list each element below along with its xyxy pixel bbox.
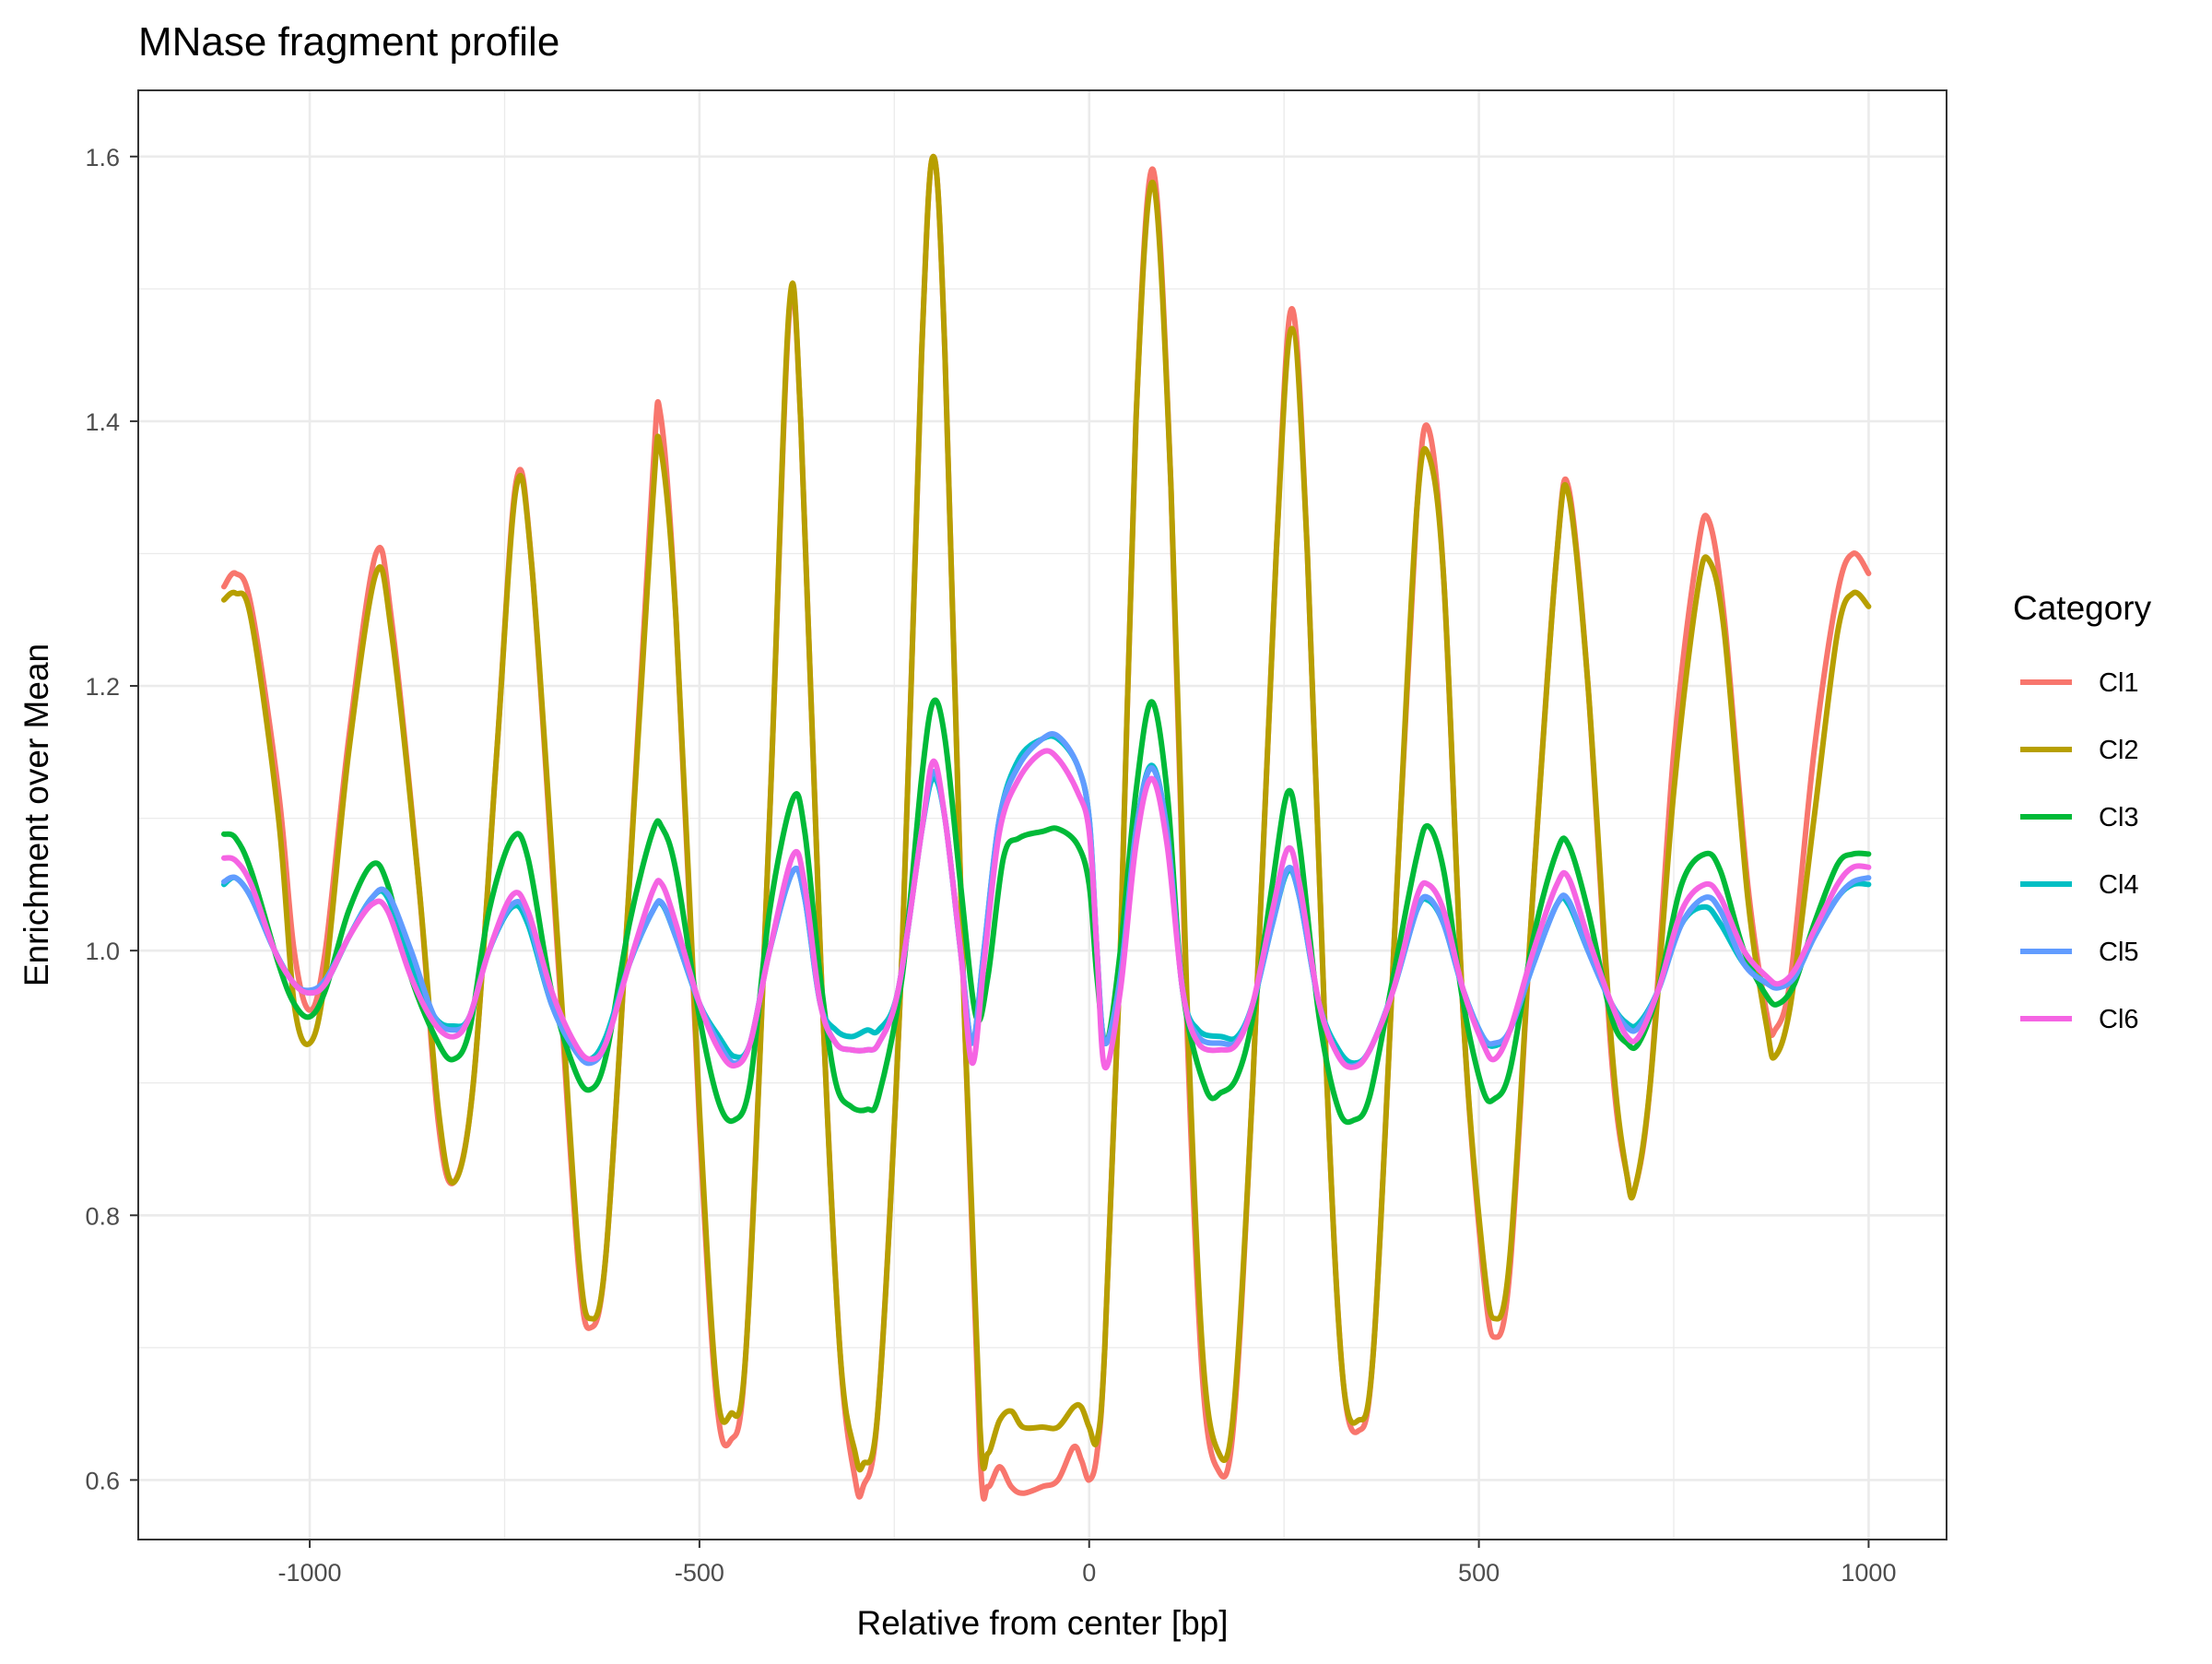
legend-item-cl5: Cl5 bbox=[2020, 938, 2139, 967]
x-axis: -1000 -500 0 500 1000 bbox=[278, 1540, 1896, 1587]
x-tick-label: 500 bbox=[1458, 1559, 1500, 1587]
legend-label: Cl2 bbox=[2099, 736, 2139, 765]
y-axis-title: Enrichment over Mean bbox=[18, 643, 55, 986]
legend-label: Cl4 bbox=[2099, 870, 2139, 900]
series-line-cl3 bbox=[221, 697, 1872, 1126]
series-lines bbox=[221, 153, 1872, 1502]
legend-item-cl1: Cl1 bbox=[2020, 668, 2139, 698]
chart-title: MNase fragment profile bbox=[138, 19, 559, 65]
legend-label: Cl1 bbox=[2099, 668, 2139, 698]
x-tick-label: -1000 bbox=[278, 1559, 342, 1587]
legend-item-cl6: Cl6 bbox=[2020, 1005, 2139, 1034]
legend-label: Cl5 bbox=[2099, 938, 2139, 967]
x-tick-label: 1000 bbox=[1841, 1559, 1896, 1587]
legend: Category Cl1 Cl2 Cl3 Cl4 Cl5 Cl6 bbox=[2013, 589, 2152, 1034]
y-tick-label: 0.8 bbox=[85, 1202, 120, 1230]
legend-item-cl2: Cl2 bbox=[2020, 736, 2139, 765]
plot-border bbox=[137, 89, 1947, 1540]
series-line-cl6 bbox=[221, 748, 1872, 1071]
legend-items: Cl1 Cl2 Cl3 Cl4 Cl5 Cl6 bbox=[2020, 668, 2139, 1034]
legend-title: Category bbox=[2013, 589, 2152, 627]
y-tick-label: 0.6 bbox=[85, 1467, 120, 1494]
series-line-cl2 bbox=[221, 153, 1872, 1473]
legend-label: Cl3 bbox=[2099, 803, 2139, 832]
x-tick-label: -500 bbox=[675, 1559, 724, 1587]
y-axis: 0.6 0.8 1.0 1.2 1.4 1.6 bbox=[85, 144, 138, 1494]
legend-label: Cl6 bbox=[2099, 1005, 2139, 1034]
x-axis-title: Relative from center [bp] bbox=[856, 1604, 1228, 1642]
y-tick-label: 1.4 bbox=[85, 408, 120, 436]
y-tick-label: 1.6 bbox=[85, 144, 120, 171]
y-tick-label: 1.0 bbox=[85, 938, 120, 965]
x-tick-label: 0 bbox=[1082, 1559, 1096, 1587]
grid-major bbox=[138, 90, 1947, 1540]
y-tick-label: 1.2 bbox=[85, 673, 120, 701]
plot-panel bbox=[137, 89, 1947, 1540]
legend-item-cl3: Cl3 bbox=[2020, 803, 2139, 832]
legend-item-cl4: Cl4 bbox=[2020, 870, 2139, 900]
